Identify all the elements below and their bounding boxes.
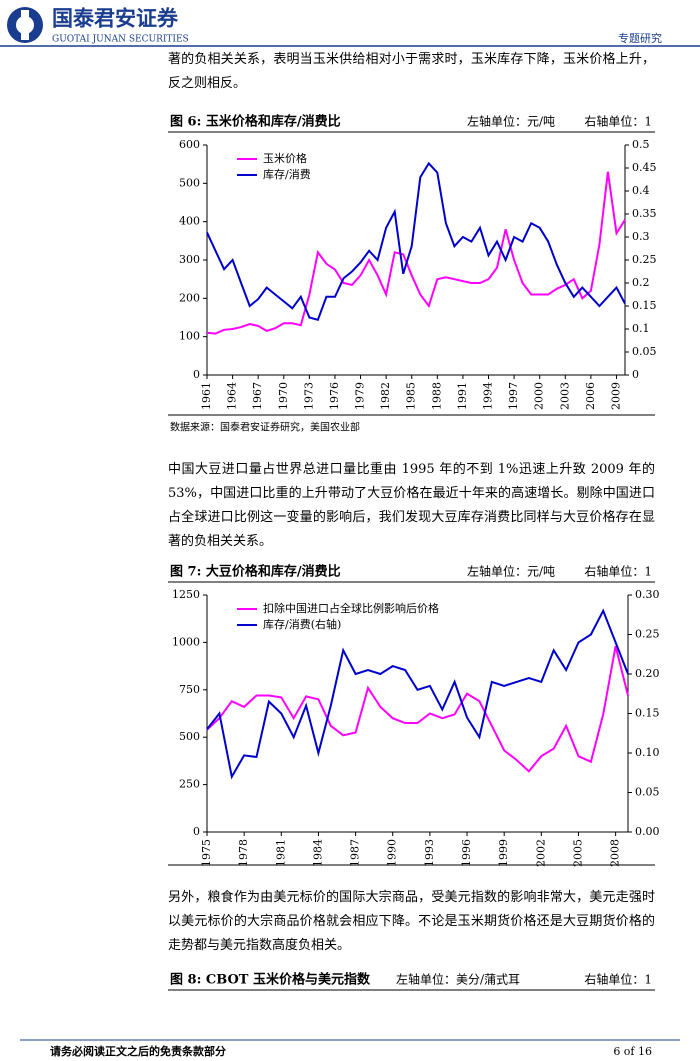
- x-tick-label: 1978: [237, 839, 250, 867]
- series-line: [206, 645, 629, 773]
- x-tick-label: 1970: [277, 382, 290, 410]
- x-tick-label: 1975: [200, 839, 213, 867]
- x-tick-label: 1976: [328, 382, 341, 410]
- figure-title: 图 6: 玉米价格和库存/消费比: [170, 114, 341, 130]
- figure-title: 图 7: 大豆价格和库存/消费比: [170, 564, 341, 580]
- y2-tick-label: 0.4: [632, 184, 650, 197]
- unit-label: 右轴单位：1: [584, 972, 652, 987]
- y2-tick-label: 0.15: [635, 707, 660, 720]
- y2-tick-label: 0.30: [635, 588, 660, 601]
- y2-tick-label: 0.20: [635, 667, 660, 680]
- x-tick-label: 1973: [302, 382, 315, 410]
- y-tick-label: 500: [179, 176, 200, 189]
- x-tick-label: 1990: [386, 839, 399, 867]
- y-tick-label: 1250: [172, 588, 200, 601]
- y2-tick-label: 0.15: [632, 299, 657, 312]
- x-tick-label: 1991: [456, 382, 469, 410]
- y-tick-label: 400: [179, 215, 200, 228]
- y-tick-label: 600: [179, 138, 200, 151]
- x-tick-label: 1984: [311, 839, 324, 867]
- x-tick-label: 1985: [405, 382, 418, 410]
- x-tick-label: 2002: [534, 839, 547, 867]
- y-tick-label: 200: [179, 291, 200, 304]
- x-tick-label: 2003: [558, 382, 571, 410]
- paragraph: 中国大豆进口量占世界总进口量比重由 1995 年的不到 1%迅速上升致 2009…: [168, 462, 655, 549]
- y-tick-label: 750: [179, 683, 200, 696]
- y2-tick-label: 0.45: [632, 161, 657, 174]
- x-tick-label: 2005: [571, 839, 584, 867]
- legend-label: 库存/消费(右轴): [263, 617, 341, 631]
- x-tick-label: 1981: [274, 839, 287, 867]
- x-tick-label: 1994: [482, 382, 495, 410]
- y2-tick-label: 0.35: [632, 207, 657, 220]
- y-tick-label: 250: [179, 778, 200, 791]
- logo: [7, 7, 43, 43]
- y2-tick-label: 0.05: [635, 786, 660, 799]
- unit-label: 右轴单位：1: [584, 114, 652, 129]
- y2-tick-label: 0.2: [632, 276, 650, 289]
- paragraph: 另外，粮食作为由美元标价的国际大宗商品，受美元指数的影响非常大，美元走强时以美元…: [168, 890, 655, 953]
- x-tick-label: 2008: [609, 839, 622, 867]
- y2-tick-label: 0.00: [635, 825, 660, 838]
- y-tick-label: 0: [193, 825, 200, 838]
- unit-label: 左轴单位：美分/蒲式耳: [396, 972, 520, 987]
- x-tick-label: 2009: [609, 382, 622, 410]
- company-name: 国泰君安证券: [52, 6, 179, 31]
- y2-tick-label: 0.5: [632, 138, 650, 151]
- figure-title: 图 8: CBOT 玉米价格与美元指数: [170, 972, 371, 988]
- y-tick-label: 100: [179, 330, 200, 343]
- legend-label: 扣除中国进口占全球比例影响后价格: [263, 601, 439, 615]
- y2-tick-label: 0: [632, 368, 639, 381]
- unit-label: 左轴单位：元/吨: [467, 114, 555, 129]
- y-tick-label: 300: [179, 253, 200, 266]
- report-type: 专题研究: [618, 31, 662, 45]
- x-tick-label: 1967: [251, 382, 264, 410]
- x-tick-label: 2006: [584, 382, 597, 410]
- y2-tick-label: 0.25: [632, 253, 657, 266]
- y2-tick-label: 0.05: [632, 345, 657, 358]
- y-tick-label: 500: [179, 730, 200, 743]
- y2-tick-label: 0.1: [632, 322, 650, 335]
- x-tick-label: 1961: [200, 382, 213, 410]
- unit-label: 左轴单位：元/吨: [467, 564, 555, 579]
- legend-label: 库存/消费: [263, 167, 311, 181]
- legend-label: 玉米价格: [263, 151, 307, 165]
- x-tick-label: 1964: [226, 382, 239, 410]
- x-tick-label: 1982: [379, 382, 392, 410]
- company-name-en: GUOTAI JUNAN SECURITIES: [52, 35, 189, 45]
- y2-tick-label: 0.25: [635, 628, 660, 641]
- y2-tick-label: 0.3: [632, 230, 650, 243]
- paragraph: 著的负相关关系，表明当玉米供给相对小于需求时，玉米库存下降，玉米价格上升，反之则…: [168, 52, 655, 91]
- unit-label: 右轴单位：1: [584, 564, 652, 579]
- series-line: [206, 161, 626, 322]
- y-tick-label: 0: [193, 368, 200, 381]
- x-tick-label: 1993: [423, 839, 436, 867]
- x-tick-label: 1997: [507, 382, 520, 410]
- x-tick-label: 1979: [354, 382, 367, 410]
- x-tick-label: 2000: [533, 382, 546, 410]
- source: 数据来源：国泰君安证券研究，美国农业部: [170, 421, 360, 434]
- page-number: 6 of 16: [613, 1045, 652, 1058]
- x-tick-label: 1988: [430, 382, 443, 410]
- y2-tick-label: 0.10: [635, 746, 660, 759]
- x-tick-label: 1999: [497, 839, 510, 867]
- disclaimer: 请务必阅读正文之后的免责条款部分: [50, 1044, 226, 1058]
- x-tick-label: 1987: [349, 839, 362, 867]
- y-tick-label: 1000: [172, 635, 200, 648]
- x-tick-label: 1996: [460, 839, 473, 867]
- series-line: [206, 608, 629, 780]
- series-line: [206, 171, 626, 335]
